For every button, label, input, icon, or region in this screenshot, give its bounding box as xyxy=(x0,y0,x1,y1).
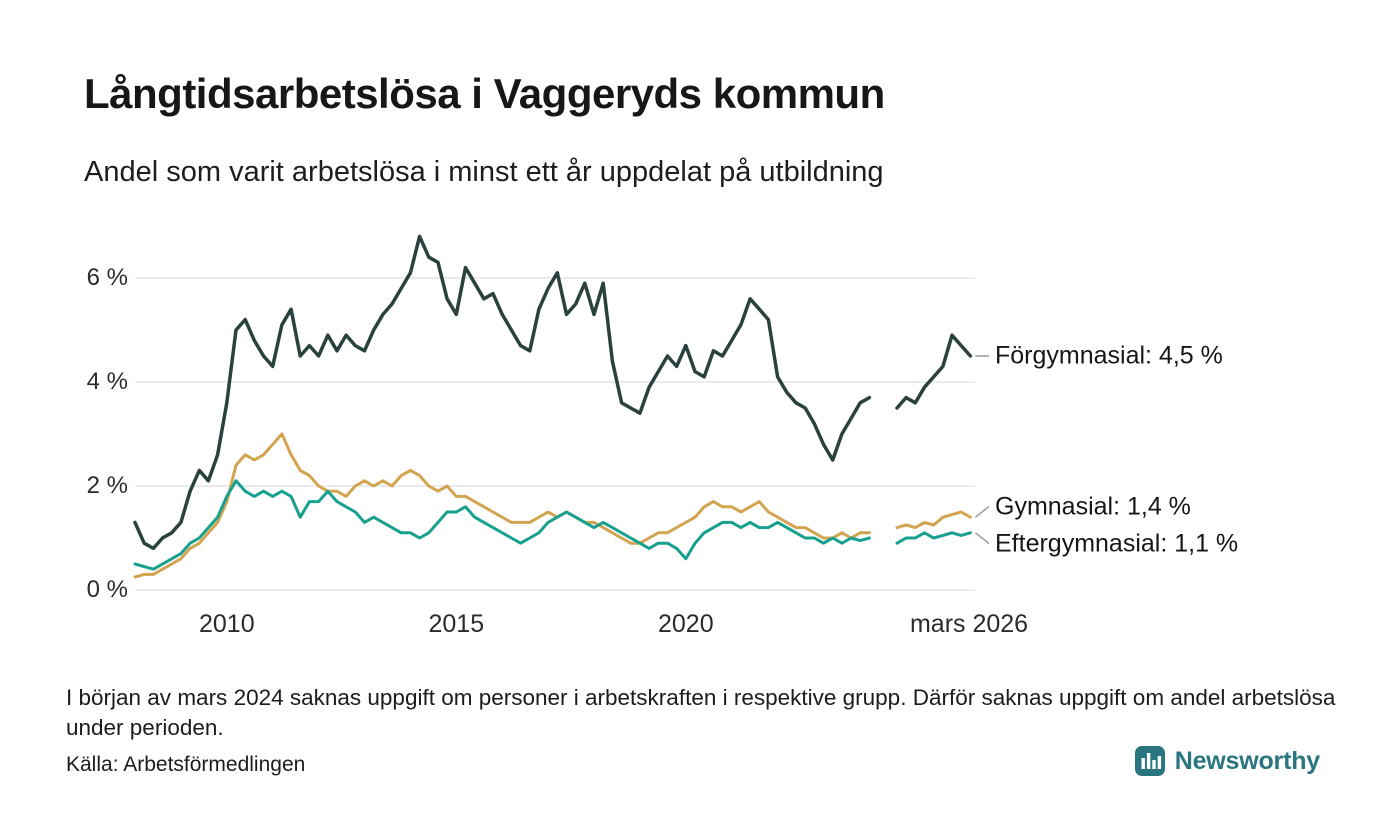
series-line-forgymnasial xyxy=(133,234,973,551)
y-axis-tick: 2 % xyxy=(86,472,128,499)
series-end-label-gymnasial: Gymnasial: 1,4 % xyxy=(995,492,1191,520)
series-end-label-forgymnasial: Förgymnasial: 4,5 % xyxy=(995,341,1223,370)
footnote: I början av mars 2024 saknas uppgift om … xyxy=(66,685,1336,741)
y-axis-tick: 4 % xyxy=(86,368,128,395)
page-title: Långtidsarbetslösa i Vaggeryds kommun xyxy=(84,70,885,117)
x-axis-tick: 2010 xyxy=(198,610,255,638)
x-axis-tick: mars 2026 xyxy=(909,610,1029,638)
source-attribution: Källa: Arbetsförmedlingen xyxy=(66,753,306,776)
x-axis-tick: 2015 xyxy=(428,610,485,638)
label-connector xyxy=(974,532,990,545)
page-subtitle: Andel som varit arbetslösa i minst ett å… xyxy=(84,156,884,188)
y-axis-tick: 6 % xyxy=(86,264,128,291)
y-axis-tick: 0 % xyxy=(86,576,128,603)
series-line-gymnasial xyxy=(133,432,972,579)
newsworthy-logo-icon xyxy=(1134,746,1165,776)
series-end-label-eftergymnasial: Eftergymnasial: 1,1 % xyxy=(995,529,1239,557)
brand-name: Newsworthy xyxy=(1174,746,1320,775)
label-connector xyxy=(974,505,990,518)
x-axis-tick: 2020 xyxy=(658,610,714,638)
series-line-eftergymnasial xyxy=(133,479,972,571)
brand-logo: Newsworthy xyxy=(1134,745,1320,777)
